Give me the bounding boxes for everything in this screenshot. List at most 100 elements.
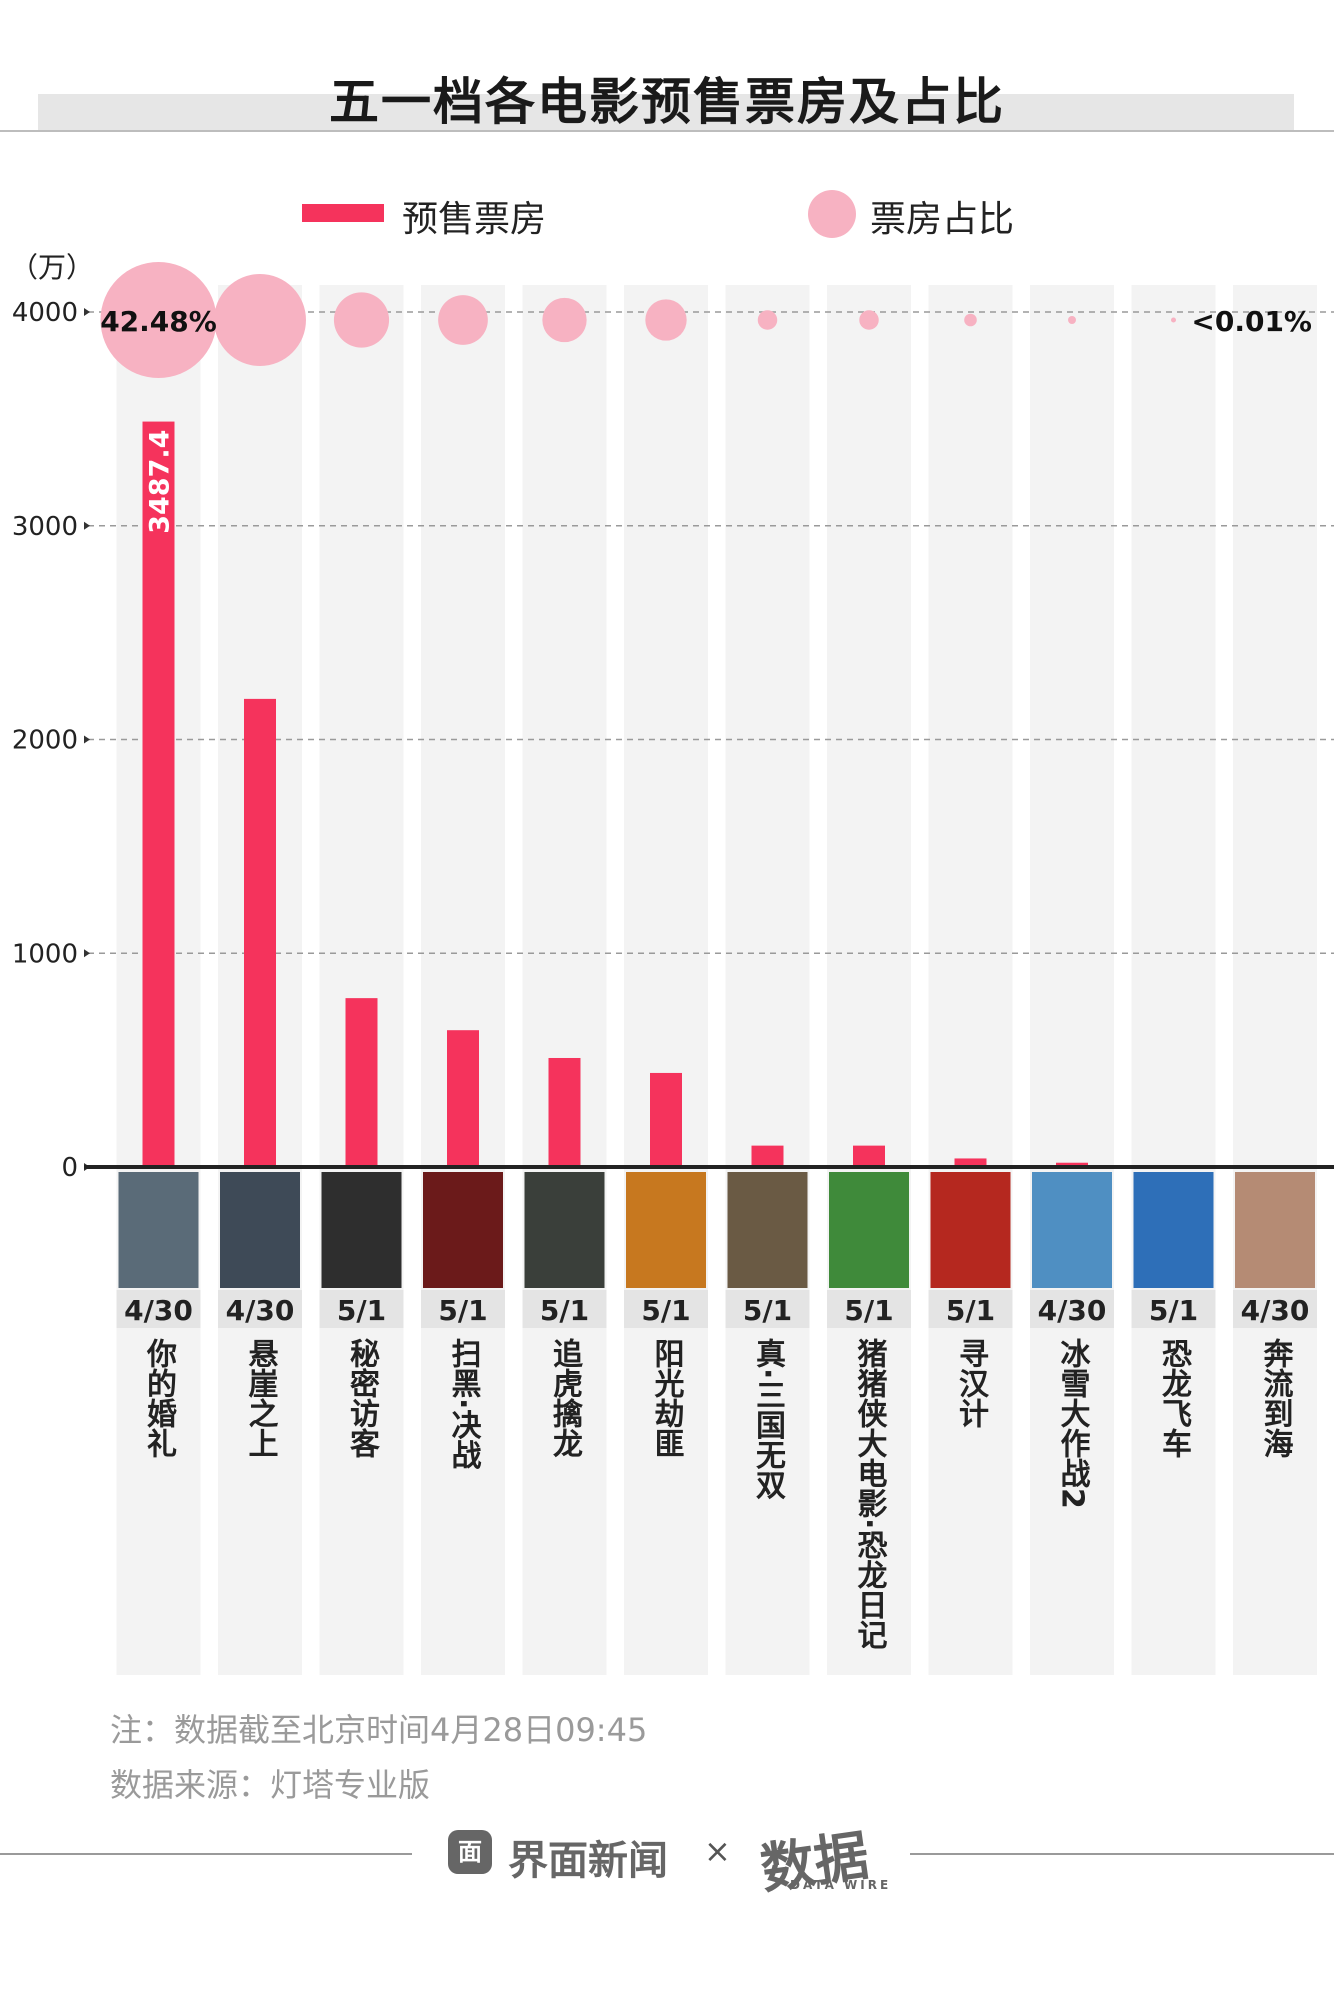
column-background <box>522 285 607 1675</box>
movie-poster-image <box>1032 1172 1112 1288</box>
footer-note: 注：数据截至北京时间4月28日09:45 <box>110 1711 648 1749</box>
share-bubble <box>100 262 217 378</box>
legend-bar-label: 预售票房 <box>402 199 547 240</box>
y-tick-label: 4000 <box>12 298 78 328</box>
column-background <box>725 285 810 1675</box>
category-label: 恐龙飞车 <box>1156 1338 1192 1458</box>
category-label: 寻汉计 <box>953 1338 989 1428</box>
share-label: 42.48% <box>100 305 217 338</box>
category-label: 冰雪大作战2 <box>1055 1338 1091 1509</box>
column-background <box>827 285 911 1675</box>
share-label: <0.01% <box>1191 305 1312 338</box>
release-date-label: 5/1 <box>1149 1294 1198 1327</box>
release-date-label: 5/1 <box>641 1294 690 1327</box>
category-label: 扫黑·决战 <box>446 1338 482 1470</box>
bar-value-label: 3487.4 <box>145 430 176 534</box>
share-bubble <box>757 310 778 330</box>
share-bubble <box>214 274 306 366</box>
release-date-label: 4/30 <box>124 1294 193 1327</box>
bar <box>345 998 378 1167</box>
share-bubble <box>1068 316 1076 324</box>
column-background <box>928 285 1013 1675</box>
column-background <box>421 285 505 1675</box>
category-label: 阳光劫匪 <box>649 1338 685 1458</box>
legend-circle-label: 票房占比 <box>870 199 1015 240</box>
title-rule <box>0 130 1334 132</box>
date-label-bg <box>1233 1290 1317 1328</box>
footer-divider-left <box>0 1853 412 1855</box>
y-tick-mark <box>84 521 90 530</box>
date-label-bg <box>624 1290 708 1328</box>
movie-poster-image <box>727 1172 808 1288</box>
category-label: 追虎擒龙 <box>547 1337 583 1458</box>
movie-poster-image <box>118 1172 199 1288</box>
bar <box>142 421 175 1167</box>
title-band <box>38 94 1294 130</box>
y-tick-label: 1000 <box>12 939 78 969</box>
category-label: 真·三国无双 <box>750 1338 786 1501</box>
column-background <box>1131 285 1216 1675</box>
category-label: 猪猪侠大电影·恐龙日记 <box>852 1338 888 1650</box>
release-date-label: 4/30 <box>1038 1294 1107 1327</box>
date-label-bg <box>725 1290 810 1328</box>
date-label-bg <box>319 1290 404 1328</box>
column-background <box>624 285 708 1675</box>
brand-separator: × <box>704 1832 731 1870</box>
date-label-bg <box>928 1290 1013 1328</box>
footer-divider-right <box>910 1853 1334 1855</box>
date-label-bg <box>827 1290 911 1328</box>
footer-source: 数据来源：灯塔专业版 <box>110 1766 431 1804</box>
share-bubble <box>438 295 488 345</box>
date-label-bg <box>522 1290 607 1328</box>
share-bubble <box>645 299 687 341</box>
movie-poster-image <box>423 1172 503 1288</box>
share-bubble <box>542 297 587 343</box>
y-tick-label: 3000 <box>12 512 78 542</box>
brand-logo-icon: 面 <box>448 1830 492 1874</box>
column-background <box>1030 285 1114 1675</box>
legend-circle-swatch <box>808 190 856 238</box>
movie-poster-image <box>524 1172 605 1288</box>
bar <box>954 1158 987 1167</box>
release-date-label: 4/30 <box>1241 1294 1310 1327</box>
y-tick-mark <box>84 949 90 958</box>
legend-bar-swatch <box>302 204 384 222</box>
y-unit-label: （万） <box>10 251 95 284</box>
y-tick-label: 2000 <box>12 726 78 756</box>
y-tick-mark <box>84 735 90 744</box>
share-bubble <box>859 310 879 330</box>
share-bubble <box>1171 317 1176 323</box>
bar <box>548 1057 581 1167</box>
category-label: 你的婚礼 <box>141 1338 178 1458</box>
release-date-label: 5/1 <box>540 1294 589 1327</box>
bar <box>751 1145 784 1167</box>
movie-poster-image <box>829 1172 909 1288</box>
category-label: 奔流到海 <box>1258 1338 1294 1458</box>
date-label-bg <box>421 1290 505 1328</box>
share-bubble <box>964 313 977 327</box>
movie-poster-image <box>321 1172 402 1288</box>
date-label-bg <box>218 1290 302 1328</box>
movie-poster-image <box>220 1172 300 1288</box>
release-date-label: 4/30 <box>226 1294 295 1327</box>
release-date-label: 5/1 <box>844 1294 893 1327</box>
movie-poster-image <box>626 1172 706 1288</box>
chart-title: 五一档各电影预售票房及占比 <box>329 73 1005 131</box>
date-label-bg <box>116 1290 201 1328</box>
data-wire-logo-sub: DATA WIRE <box>790 1878 892 1892</box>
category-label: 秘密访客 <box>344 1338 380 1458</box>
movie-poster-image <box>930 1172 1011 1288</box>
y-tick-mark <box>84 308 90 316</box>
bar <box>244 698 276 1167</box>
release-date-label: 5/1 <box>438 1294 487 1327</box>
share-bubble <box>333 292 390 348</box>
bar <box>1056 1162 1088 1167</box>
release-date-label: 5/1 <box>743 1294 792 1327</box>
date-label-bg <box>1030 1290 1114 1328</box>
bar <box>650 1072 682 1167</box>
bar <box>853 1145 885 1167</box>
movie-poster-image <box>1133 1172 1214 1288</box>
date-label-bg <box>1131 1290 1216 1328</box>
release-date-label: 5/1 <box>337 1294 386 1327</box>
